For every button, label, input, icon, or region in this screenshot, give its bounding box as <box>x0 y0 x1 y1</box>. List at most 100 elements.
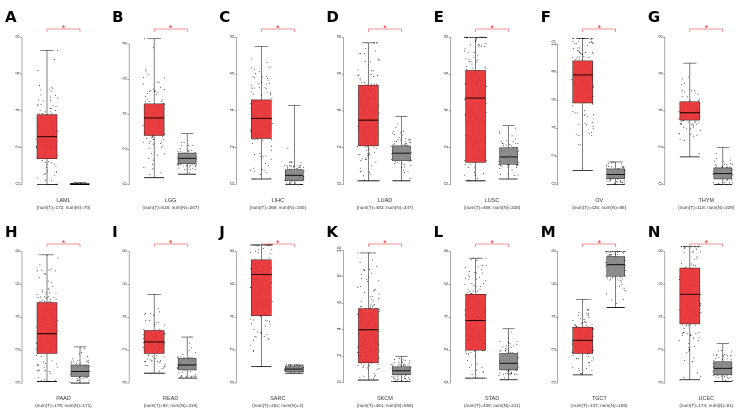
panel-k: K 0 2 4 6 8 10 * SKCM(num(T)=461; num(N)=558) <box>326 223 413 408</box>
data-point <box>77 380 79 381</box>
data-point <box>403 378 405 380</box>
data-point <box>261 332 263 334</box>
data-point <box>69 381 71 383</box>
data-point <box>578 47 580 49</box>
data-point <box>404 375 406 376</box>
data-point <box>403 169 405 171</box>
data-point <box>397 123 399 125</box>
data-point <box>359 377 361 378</box>
data-point <box>190 375 192 377</box>
data-point <box>712 182 714 184</box>
data-point <box>684 91 686 93</box>
data-point <box>378 280 380 282</box>
y-tick-label: 8 <box>123 249 129 252</box>
data-point <box>51 360 53 362</box>
data-point <box>515 143 517 145</box>
data-point <box>39 109 41 111</box>
data-point <box>366 159 368 161</box>
data-point <box>378 297 379 299</box>
y-tick-label: 10 <box>337 246 343 252</box>
panel-f: F 0 2 4 6 8 10 * OV(num(T)=426; num(N)=88) <box>541 8 627 210</box>
data-point <box>471 283 473 284</box>
data-point <box>518 366 519 368</box>
data-point <box>252 139 254 141</box>
data-point <box>369 174 371 176</box>
data-point <box>610 254 612 256</box>
data-point <box>70 361 72 363</box>
data-point <box>588 41 590 43</box>
data-point <box>35 342 37 344</box>
data-point <box>682 333 684 335</box>
data-point <box>584 322 586 324</box>
data-point <box>43 174 45 175</box>
data-point <box>688 349 690 350</box>
data-point <box>694 324 696 326</box>
tumor-box <box>465 294 486 351</box>
data-point <box>624 290 626 292</box>
data-point <box>145 101 147 103</box>
data-point <box>695 247 697 249</box>
data-point <box>153 159 154 161</box>
data-point <box>571 351 573 353</box>
data-point <box>88 359 90 361</box>
data-point <box>378 368 380 370</box>
data-point <box>579 318 581 320</box>
data-point <box>253 339 254 341</box>
data-point <box>270 244 272 246</box>
cancer-type-label: THYM <box>699 198 715 204</box>
data-point <box>257 83 259 85</box>
data-point <box>44 172 46 174</box>
data-point <box>368 276 370 278</box>
data-point <box>182 353 184 355</box>
y-tick-label: 0 <box>16 380 22 383</box>
data-point <box>607 163 609 164</box>
data-point <box>164 363 166 365</box>
data-point <box>290 182 292 184</box>
data-point <box>42 100 44 102</box>
data-point <box>730 358 732 360</box>
data-point <box>51 281 52 283</box>
data-point <box>621 283 623 285</box>
cancer-type-label: STAD <box>485 396 499 402</box>
data-point <box>505 345 507 347</box>
data-point <box>715 152 717 154</box>
data-point <box>293 165 294 167</box>
data-point <box>378 349 380 351</box>
data-point <box>684 139 686 141</box>
y-tick-label: 0 <box>230 380 236 383</box>
data-point <box>148 91 150 93</box>
data-point <box>57 319 59 321</box>
data-point <box>509 143 510 145</box>
data-point <box>716 158 718 160</box>
data-point <box>474 172 475 174</box>
data-point <box>251 67 253 69</box>
data-point <box>271 244 273 246</box>
data-point <box>397 139 399 141</box>
data-point <box>511 169 513 171</box>
y-tick-label: 6 <box>551 98 557 101</box>
data-point <box>502 374 504 376</box>
y-tick-label: 4 <box>444 108 450 111</box>
data-point <box>270 149 272 151</box>
data-point <box>469 44 471 46</box>
data-point <box>369 269 371 271</box>
data-point <box>499 372 501 374</box>
y-tick-label: 6 <box>444 282 450 285</box>
data-point <box>374 151 376 153</box>
data-point <box>260 331 262 333</box>
panel-letter: H <box>5 223 18 241</box>
data-point <box>164 103 166 105</box>
data-point <box>486 36 488 38</box>
data-point <box>592 127 594 129</box>
data-point <box>682 331 684 333</box>
data-point <box>680 123 682 125</box>
data-point <box>368 148 370 150</box>
data-point <box>362 364 364 366</box>
data-point <box>378 60 380 62</box>
data-point <box>700 246 702 248</box>
data-point <box>161 368 163 370</box>
data-point <box>403 364 405 366</box>
data-point <box>498 163 500 165</box>
data-point <box>607 166 609 168</box>
data-point <box>49 372 51 374</box>
